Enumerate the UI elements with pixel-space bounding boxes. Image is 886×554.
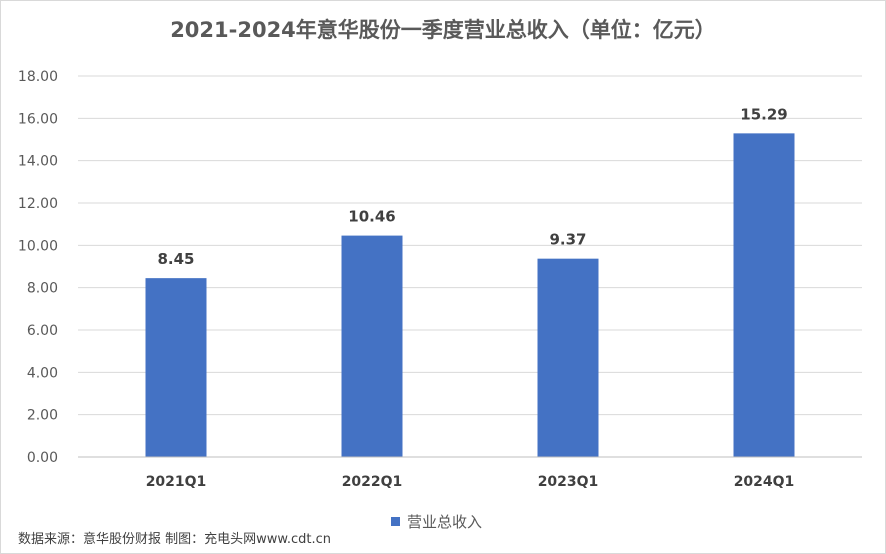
legend-swatch: [391, 517, 400, 526]
y-tick-label: 4.00: [27, 365, 58, 381]
data-label: 15.29: [740, 105, 787, 123]
bar: [733, 133, 795, 457]
y-tick-label: 16.00: [18, 111, 58, 127]
bar: [537, 258, 599, 457]
y-tick-label: 2.00: [27, 408, 58, 424]
y-tick-label: 12.00: [18, 196, 58, 212]
bar: [341, 235, 403, 457]
data-label: 8.45: [157, 250, 194, 268]
y-tick-label: 8.00: [27, 281, 58, 297]
x-tick-label: 2024Q1: [734, 474, 795, 490]
source-note: 数据来源：意华股份财报 制图：充电头网www.cdt.cn: [18, 532, 331, 547]
legend-label: 营业总收入: [407, 513, 483, 531]
data-label: 10.46: [348, 208, 395, 226]
x-tick-label: 2023Q1: [538, 474, 599, 490]
chart-title: 2021-2024年意华股份一季度营业总收入（单位：亿元）: [170, 18, 716, 42]
x-tick-label: 2022Q1: [342, 474, 403, 490]
x-tick-label: 2021Q1: [146, 474, 207, 490]
y-tick-label: 14.00: [18, 154, 58, 170]
data-label: 9.37: [549, 231, 586, 249]
legend: 营业总收入: [391, 511, 482, 532]
bar: [145, 278, 207, 457]
y-tick-label: 10.00: [18, 238, 58, 254]
y-tick-label: 18.00: [18, 69, 58, 85]
y-tick-label: 6.00: [27, 323, 58, 339]
y-tick-label: 0.00: [27, 450, 58, 466]
